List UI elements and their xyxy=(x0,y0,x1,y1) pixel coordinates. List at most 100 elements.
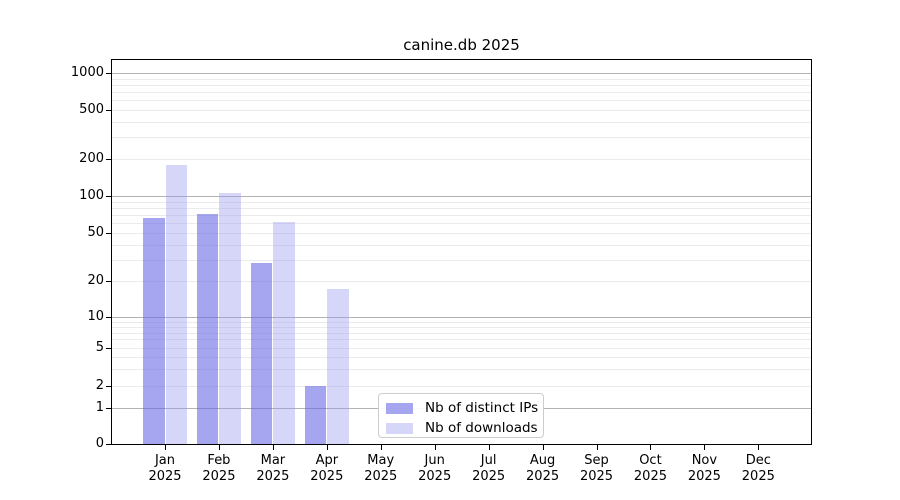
bar-feb-series0 xyxy=(196,214,219,444)
y-gridline xyxy=(112,84,811,86)
y-gridline xyxy=(112,223,811,225)
y-gridline xyxy=(112,137,811,139)
y-gridline xyxy=(112,326,811,328)
x-axis-month-label: Feb xyxy=(207,453,231,468)
y-gridline xyxy=(112,196,811,197)
x-axis-month-label: Sep xyxy=(584,453,609,468)
x-axis-month-label: May xyxy=(367,453,395,468)
y-axis-tick-label: 20 xyxy=(87,273,104,288)
y-axis-tick-mark xyxy=(106,408,111,409)
y-gridline xyxy=(112,339,811,341)
x-axis-month-label: Jan xyxy=(154,453,176,468)
y-gridline xyxy=(112,233,811,234)
bar-apr-series1 xyxy=(327,289,349,444)
y-axis-tick-mark xyxy=(106,347,111,349)
y-axis-tick-mark xyxy=(106,317,111,318)
x-axis-month-label: Mar xyxy=(260,453,286,468)
y-gridline xyxy=(112,92,811,94)
chart-title: canine.db 2025 xyxy=(403,36,520,54)
plot-area xyxy=(111,59,812,445)
y-axis-tick-mark xyxy=(106,444,111,445)
x-axis-tick-mark xyxy=(380,445,382,450)
y-axis-tick-label: 200 xyxy=(79,151,104,166)
y-gridline xyxy=(112,281,811,282)
x-axis-month-label: Apr xyxy=(315,453,339,468)
x-axis-tick-mark xyxy=(488,445,490,450)
bar-feb-series1 xyxy=(219,193,241,444)
y-axis-tick-mark xyxy=(106,73,111,74)
legend-item-distinct-ips: Nb of distinct IPs xyxy=(386,399,539,417)
x-axis-year-label: 2025 xyxy=(741,469,775,484)
y-gridline xyxy=(112,356,811,358)
y-gridline xyxy=(112,207,811,209)
y-axis-tick-label: 100 xyxy=(79,188,104,203)
x-axis-month-label: Aug xyxy=(529,453,556,468)
x-axis-tick-mark xyxy=(272,445,274,450)
y-gridline xyxy=(112,73,811,74)
y-axis-tick-mark xyxy=(106,159,111,160)
x-axis-year-label: 2025 xyxy=(148,469,182,484)
x-axis-year-label: 2025 xyxy=(364,469,398,484)
x-axis-tick-mark xyxy=(165,445,166,450)
x-axis-year-label: 2025 xyxy=(310,469,344,484)
y-gridline xyxy=(112,110,811,111)
y-axis-tick-mark xyxy=(106,110,111,111)
x-axis-month-label: Jun xyxy=(424,453,445,468)
x-axis-year-label: 2025 xyxy=(256,469,290,484)
legend: Nb of distinct IPs Nb of downloads xyxy=(378,393,544,438)
y-axis-tick-label: 5 xyxy=(95,339,104,355)
legend-swatch-downloads xyxy=(386,422,413,434)
y-axis-tick-mark xyxy=(106,281,111,282)
y-axis-tick-label: 2 xyxy=(95,378,104,393)
x-axis-tick-mark xyxy=(326,445,328,450)
y-axis-tick-label: 50 xyxy=(87,225,104,240)
x-axis-tick-mark xyxy=(218,445,220,450)
y-gridline xyxy=(112,159,811,160)
x-axis-year-label: 2025 xyxy=(472,469,506,484)
y-axis-tick-label: 1 xyxy=(95,400,104,415)
bar-jan-series0 xyxy=(143,218,165,444)
y-axis-tick-mark xyxy=(106,233,111,234)
legend-label-downloads: Nb of downloads xyxy=(425,420,538,436)
x-axis-tick-mark xyxy=(704,445,706,450)
y-gridline xyxy=(112,386,811,387)
x-axis-tick-mark xyxy=(758,445,760,450)
y-gridline xyxy=(112,368,811,370)
y-gridline xyxy=(112,215,811,217)
y-gridline xyxy=(112,347,811,349)
x-axis-year-label: 2025 xyxy=(579,469,614,484)
legend-item-downloads: Nb of downloads xyxy=(386,419,538,437)
x-axis-month-label: Dec xyxy=(745,453,771,468)
y-gridline xyxy=(112,100,811,102)
x-axis-year-label: 2025 xyxy=(633,469,667,484)
bar-apr-series0 xyxy=(304,386,327,444)
x-axis-year-label: 2025 xyxy=(526,469,560,484)
x-axis-tick-mark xyxy=(650,445,652,450)
legend-label-distinct-ips: Nb of distinct IPs xyxy=(425,400,539,416)
x-axis-tick-mark xyxy=(434,445,436,450)
bar-mar-series0 xyxy=(250,263,273,444)
y-axis-tick-label: 0 xyxy=(95,436,104,451)
y-gridline xyxy=(112,321,811,323)
y-axis-tick-mark xyxy=(106,386,111,387)
y-gridline xyxy=(112,332,811,334)
x-axis-month-label: Jul xyxy=(480,453,497,468)
y-gridline xyxy=(112,317,811,318)
y-gridline xyxy=(112,78,811,80)
y-axis-tick-label: 500 xyxy=(79,102,104,117)
y-gridline xyxy=(112,121,811,123)
y-gridline xyxy=(112,201,811,203)
x-axis-year-label: 2025 xyxy=(418,469,452,484)
x-axis-month-label: Oct xyxy=(639,453,662,468)
x-axis-year-label: 2025 xyxy=(202,469,236,484)
y-axis-tick-mark xyxy=(106,196,111,197)
legend-swatch-distinct-ips xyxy=(386,402,413,414)
y-gridline xyxy=(112,244,811,246)
x-axis-tick-mark xyxy=(542,445,544,450)
y-axis-tick-label: 1000 xyxy=(70,65,104,80)
x-axis-tick-mark xyxy=(596,445,598,450)
bar-jan-series1 xyxy=(165,164,187,444)
y-axis-tick-label: 10 xyxy=(87,309,104,324)
y-gridline xyxy=(112,259,811,261)
